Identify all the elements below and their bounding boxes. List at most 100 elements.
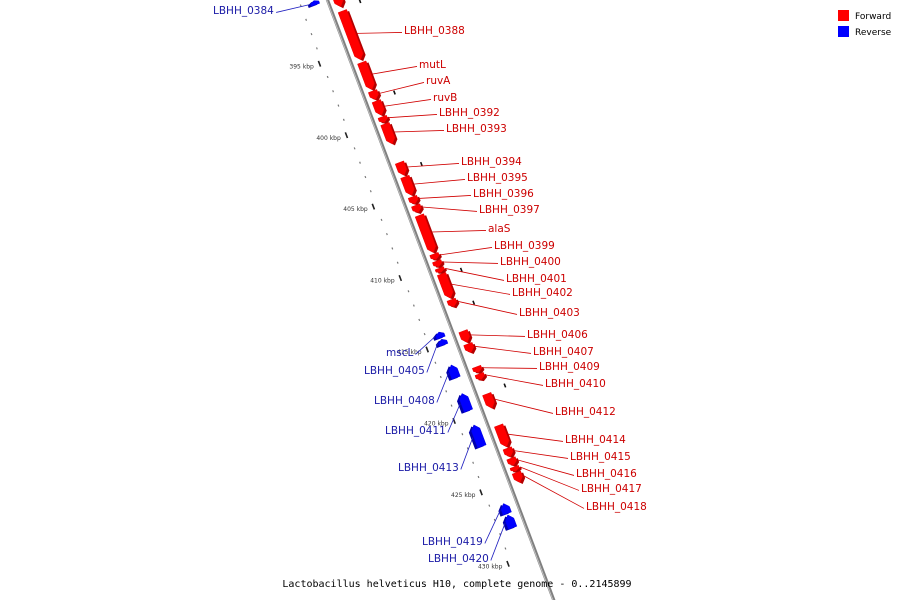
leader-line: [407, 163, 460, 168]
gene-LBHH_0416[interactable]: [506, 456, 520, 467]
gene-ruvA[interactable]: [367, 89, 382, 102]
minor-tick: [369, 190, 372, 193]
gene-label-mutL: mutL: [419, 59, 446, 71]
minor-tick: [342, 118, 345, 121]
minor-tick: [359, 161, 361, 164]
gene-label-ruvA: ruvA: [426, 75, 451, 87]
gene-LBHH_0399[interactable]: [429, 252, 442, 262]
leader-line: [442, 261, 499, 264]
gene-LBHH_0410[interactable]: [474, 372, 488, 382]
minor-tick: [386, 232, 388, 236]
minor-tick: [450, 404, 453, 407]
gene-features: [307, 0, 526, 531]
gene-LBHH_0406[interactable]: [458, 329, 473, 345]
gene-LBHH_0415[interactable]: [502, 446, 516, 459]
gene-LBHH_0413[interactable]: [468, 424, 487, 450]
gene-LBHH_0414[interactable]: [494, 423, 512, 449]
gene-mutL[interactable]: [357, 60, 377, 92]
gene-label-LBHH_0415: LBHH_0415: [570, 451, 631, 463]
map-caption: Lactobacillus helveticus H10, complete g…: [282, 579, 631, 590]
gene-label-LBHH_0402: LBHH_0402: [512, 287, 573, 299]
gene-LBHH_0394[interactable]: [394, 160, 410, 177]
gene-LBHH_0420[interactable]: [502, 514, 518, 531]
gene-LBHH_0409[interactable]: [471, 364, 485, 375]
leader-line: [415, 336, 436, 355]
forward-mark: [393, 90, 396, 95]
leader-line: [513, 450, 569, 459]
gene-label-LBHH_0396: LBHH_0396: [473, 188, 534, 200]
gene-LBHH_0419[interactable]: [498, 503, 512, 517]
legend: Forward Reverse: [838, 10, 892, 38]
leader-line: [379, 82, 425, 94]
gene-LBHH_0411[interactable]: [457, 393, 473, 414]
gene-LBHH_0405[interactable]: [435, 338, 449, 349]
gene-LBHH_0392[interactable]: [377, 114, 391, 124]
gene-alaS[interactable]: [414, 213, 439, 255]
legend-label-forward: Forward: [855, 12, 891, 22]
gene-LBHH_0388[interactable]: [337, 9, 366, 62]
minor-tick: [439, 375, 442, 379]
gene-label-LBHH_0410: LBHH_0410: [545, 378, 606, 390]
gene-LBHH_0384[interactable]: [307, 0, 320, 8]
leader-line: [484, 510, 501, 544]
minor-tick: [326, 75, 329, 79]
gene-label-LBHH_0401: LBHH_0401: [506, 273, 567, 285]
minor-tick: [423, 333, 426, 336]
leader-line: [276, 4, 310, 13]
gene-LBHH_0418[interactable]: [511, 470, 526, 485]
leader-line: [460, 437, 474, 470]
gene-LBHH_0395[interactable]: [400, 174, 417, 197]
gene-LBHH_0402[interactable]: [436, 272, 456, 300]
minor-tick: [407, 290, 410, 293]
gene-LBHH_0393[interactable]: [380, 122, 398, 146]
minor-tick: [445, 390, 448, 393]
leader-line: [431, 230, 487, 233]
minor-tick: [461, 433, 464, 436]
leader-line: [445, 268, 505, 281]
gene-label-LBHH_0399: LBHH_0399: [494, 240, 555, 252]
gene-mscL[interactable]: [433, 331, 446, 341]
minor-tick: [504, 547, 507, 550]
tick-label-420: 420 kbp: [424, 421, 449, 428]
leader-line: [451, 283, 511, 295]
gene-label-LBHH_0394: LBHH_0394: [461, 156, 522, 168]
forward-mark: [459, 267, 463, 272]
tick-label-400: 400 kbp: [316, 135, 341, 142]
gene-LBHH_0396[interactable]: [407, 194, 421, 206]
minor-tick: [391, 247, 394, 250]
minor-tick: [488, 504, 491, 507]
gene-label-LBHH_0407: LBHH_0407: [533, 346, 594, 358]
minor-tick: [472, 461, 475, 464]
minor-tick: [332, 90, 334, 93]
leader-line: [447, 403, 461, 433]
gene-feature-1[interactable]: [331, 0, 346, 9]
major-tick: [425, 346, 430, 353]
minor-tick: [396, 261, 399, 264]
gene-ruvB[interactable]: [371, 99, 387, 117]
leader-line: [436, 373, 449, 403]
gene-label-LBHH_0388: LBHH_0388: [404, 25, 465, 37]
axis-line: [325, 0, 556, 600]
tick-label-430: 430 kbp: [478, 563, 503, 570]
major-tick: [398, 274, 403, 282]
minor-tick: [299, 4, 302, 7]
minor-tick: [337, 104, 340, 107]
leader-line: [418, 195, 472, 199]
gene-LBHH_0408[interactable]: [446, 364, 461, 381]
gene-label-LBHH_0403: LBHH_0403: [519, 307, 580, 319]
gene-label-alaS: alaS: [488, 223, 511, 235]
forward-mark: [419, 161, 423, 167]
leader-line: [517, 459, 575, 476]
minor-tick: [418, 318, 421, 322]
minor-tick: [305, 18, 308, 21]
gene-LBHH_0400[interactable]: [432, 259, 445, 269]
gene-LBHH_0407[interactable]: [463, 342, 477, 355]
gene-LBHH_0397[interactable]: [411, 203, 424, 215]
legend-swatch-forward: [838, 10, 849, 21]
forward-mark: [503, 383, 507, 388]
gene-LBHH_0403[interactable]: [446, 297, 460, 309]
gene-label-LBHH_0409: LBHH_0409: [539, 361, 600, 373]
gene-LBHH_0412[interactable]: [482, 392, 498, 410]
major-tick: [371, 203, 376, 210]
gene-label-LBHH_0413: LBHH_0413: [398, 462, 459, 474]
